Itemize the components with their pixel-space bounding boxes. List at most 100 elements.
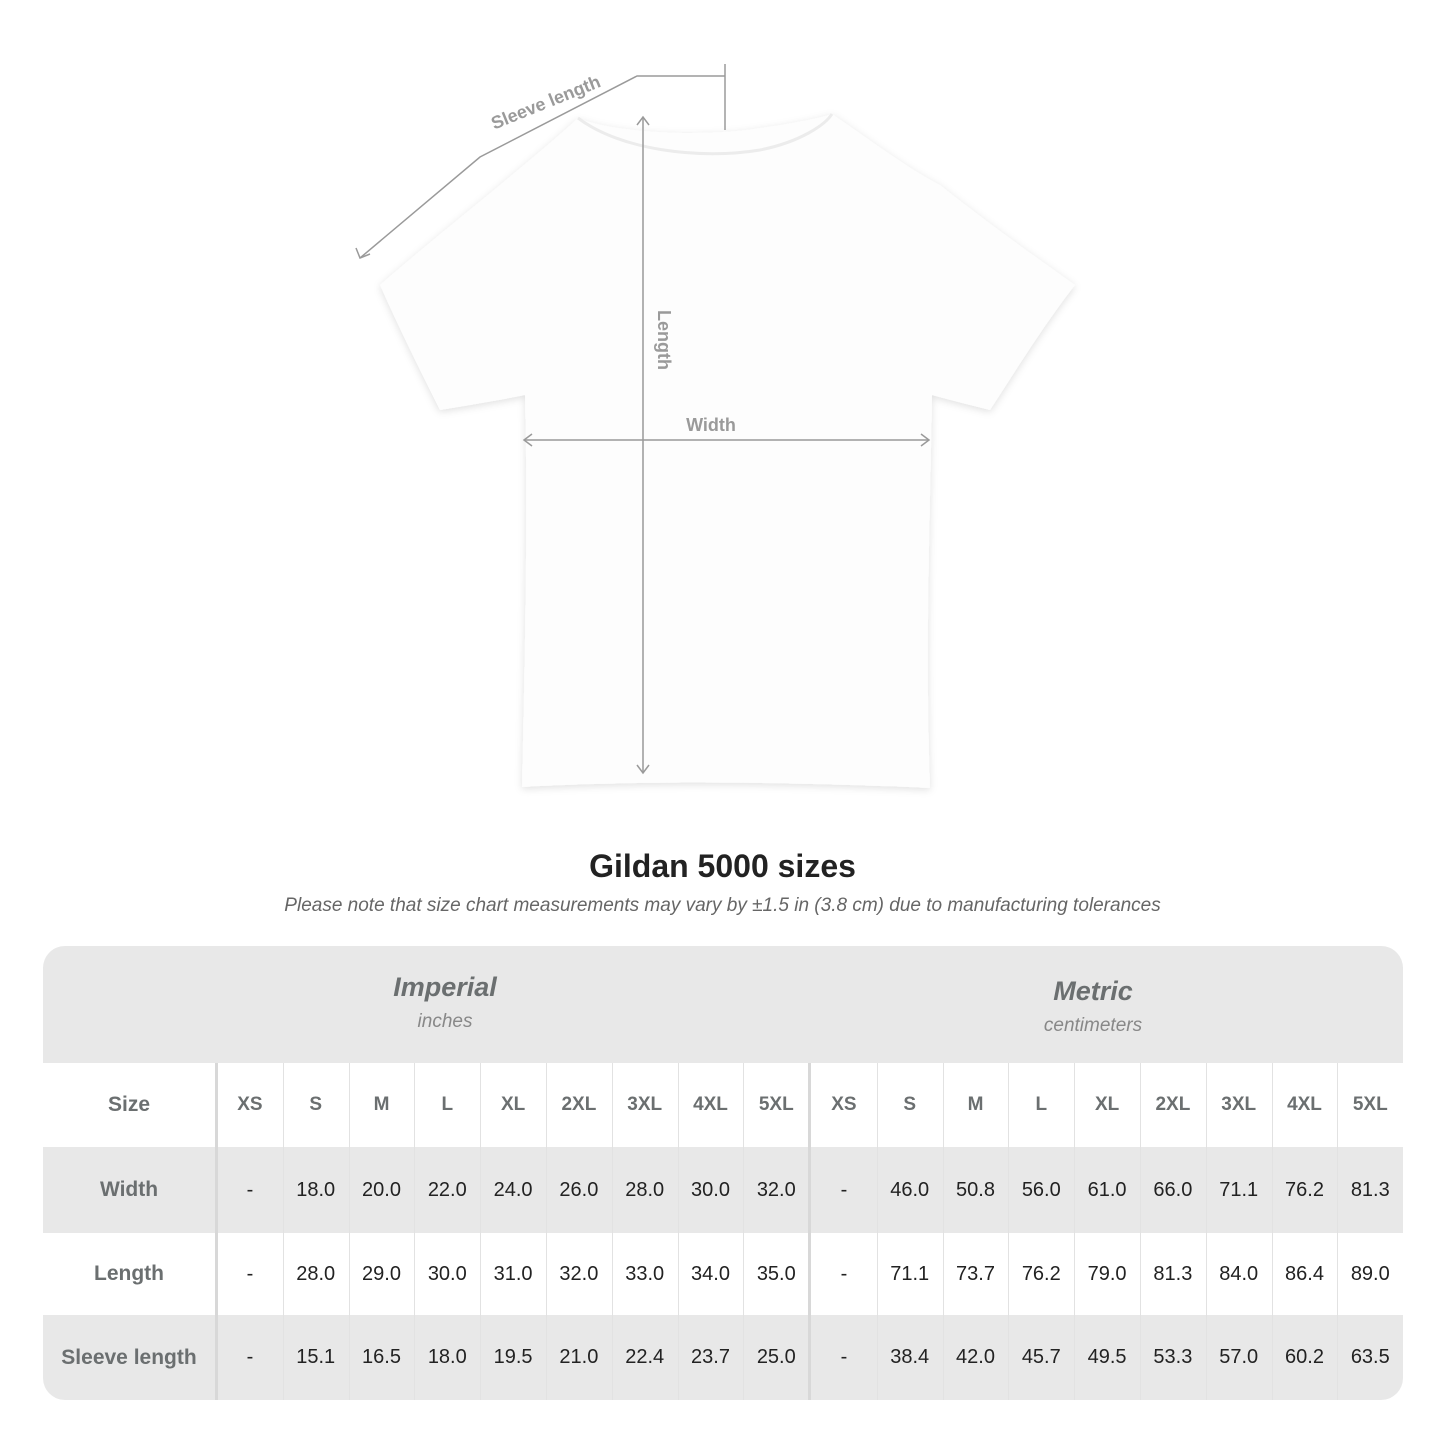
imperial-value: 19.5 xyxy=(493,1346,533,1368)
column-divider xyxy=(1337,1063,1339,1400)
imperial-size-header: L xyxy=(441,1094,454,1115)
table-row xyxy=(43,1147,1403,1233)
row-label: Sleeve length xyxy=(61,1345,197,1369)
metric-value: 60.2 xyxy=(1285,1346,1324,1368)
metric-value: 81.3 xyxy=(1350,1178,1390,1201)
imperial-value: 18.0 xyxy=(296,1178,336,1201)
metric-size-header: 5XL xyxy=(1352,1094,1388,1115)
imperial-value: 26.0 xyxy=(559,1178,599,1201)
imperial-value: - xyxy=(246,1178,254,1201)
metric-value: 61.0 xyxy=(1087,1178,1127,1201)
metric-value: 66.0 xyxy=(1153,1178,1193,1201)
metric-value: 71.1 xyxy=(890,1262,930,1285)
metric-unit: centimeters xyxy=(1043,1015,1143,1036)
metric-title: Metric xyxy=(1053,976,1133,1006)
imperial-value: 30.0 xyxy=(427,1262,467,1285)
imperial-size-header: 5XL xyxy=(758,1094,794,1115)
column-divider xyxy=(1271,1063,1273,1400)
imperial-size-header: XL xyxy=(500,1094,526,1115)
imperial-value: 33.0 xyxy=(625,1262,665,1285)
row-label: Length xyxy=(94,1262,164,1285)
imperial-size-header: 4XL xyxy=(693,1094,728,1115)
imperial-value: 22.0 xyxy=(427,1178,467,1201)
imperial-value: 25.0 xyxy=(756,1346,796,1368)
metric-size-header: 4XL xyxy=(1287,1094,1322,1115)
imperial-size-header: 3XL xyxy=(627,1094,663,1115)
header-band xyxy=(43,946,1403,1063)
column-divider xyxy=(1074,1063,1076,1400)
metric-value: 46.0 xyxy=(890,1178,930,1201)
metric-header: Metric centimeters xyxy=(809,950,1377,1067)
imperial-value: - xyxy=(246,1262,254,1285)
column-divider xyxy=(942,1063,944,1400)
column-divider xyxy=(480,1063,482,1400)
imperial-value: 30.0 xyxy=(691,1178,730,1201)
metric-value: 84.0 xyxy=(1219,1262,1259,1285)
imperial-value: 23.7 xyxy=(691,1346,730,1368)
metric-size-header: XL xyxy=(1094,1094,1120,1115)
metric-value: - xyxy=(840,1346,848,1368)
tshirt-diagram: Sleeve length Length Width xyxy=(355,64,1075,788)
column-divider xyxy=(1140,1063,1141,1400)
imperial-value: 32.0 xyxy=(559,1262,599,1285)
imperial-title: Imperial xyxy=(393,972,497,1002)
sleeve-length-measure xyxy=(355,64,726,259)
metric-size-header: L xyxy=(1035,1094,1048,1115)
width-label: Width xyxy=(686,415,736,435)
column-divider xyxy=(282,1063,284,1400)
imperial-value: - xyxy=(246,1346,254,1368)
table-row xyxy=(43,1233,1403,1315)
size-table: Imperial inches Metric centimeters Size X… xyxy=(43,946,1403,1400)
imperial-value: 22.4 xyxy=(625,1346,665,1368)
size-row xyxy=(43,1063,1403,1147)
length-label: Length xyxy=(654,310,674,370)
column-divider xyxy=(414,1063,416,1400)
metric-value: 89.0 xyxy=(1350,1262,1390,1285)
metric-value: 86.4 xyxy=(1285,1262,1324,1285)
chart-title: Gildan 5000 sizes xyxy=(589,848,856,884)
size-label: Size xyxy=(107,1093,151,1116)
imperial-header: Imperial inches xyxy=(215,946,675,1063)
column-divider xyxy=(677,1063,679,1400)
column-divider xyxy=(876,1063,878,1400)
column-divider xyxy=(1205,1063,1207,1400)
imperial-value: 28.0 xyxy=(296,1262,336,1285)
metric-value: 81.3 xyxy=(1153,1262,1193,1285)
imperial-value: 32.0 xyxy=(756,1178,796,1201)
metric-size-header: XS xyxy=(831,1094,857,1115)
tshirt-shape xyxy=(380,114,1075,788)
metric-value: 73.7 xyxy=(956,1262,995,1285)
metric-value: 49.5 xyxy=(1087,1346,1127,1368)
metric-value: - xyxy=(840,1178,848,1201)
imperial-value: 24.0 xyxy=(493,1178,533,1201)
metric-value: 53.3 xyxy=(1153,1346,1193,1368)
column-divider xyxy=(546,1063,547,1400)
imperial-size-header: XS xyxy=(237,1094,263,1115)
metric-size-header: M xyxy=(967,1094,984,1115)
metric-value: 71.1 xyxy=(1219,1178,1259,1201)
metric-size-header: 2XL xyxy=(1155,1094,1191,1115)
metric-value: 63.5 xyxy=(1350,1346,1390,1368)
row-label: Width xyxy=(99,1178,159,1201)
metric-size-header: S xyxy=(903,1094,917,1115)
imperial-value: 29.0 xyxy=(362,1262,401,1285)
tolerance-note: Please note that size chart measurements… xyxy=(284,895,1161,916)
metric-value: 76.2 xyxy=(1285,1178,1324,1201)
metric-value: 50.8 xyxy=(956,1178,995,1201)
imperial-value: 16.5 xyxy=(362,1346,401,1368)
imperial-value: 20.0 xyxy=(362,1178,401,1201)
imperial-size-header: M xyxy=(373,1094,390,1115)
length-measure xyxy=(636,115,650,775)
column-divider xyxy=(743,1063,745,1400)
table-row xyxy=(43,1315,1403,1400)
imperial-unit: inches xyxy=(417,1011,473,1032)
imperial-value: 28.0 xyxy=(625,1178,665,1201)
metric-value: 45.7 xyxy=(1021,1346,1061,1368)
metric-value: 79.0 xyxy=(1087,1262,1127,1285)
metric-value: 38.4 xyxy=(890,1346,930,1368)
metric-size-header: 3XL xyxy=(1221,1094,1257,1115)
column-divider xyxy=(348,1063,350,1400)
column-divider xyxy=(215,1063,218,1400)
imperial-value: 21.0 xyxy=(559,1346,599,1368)
imperial-size-header: S xyxy=(309,1094,323,1115)
